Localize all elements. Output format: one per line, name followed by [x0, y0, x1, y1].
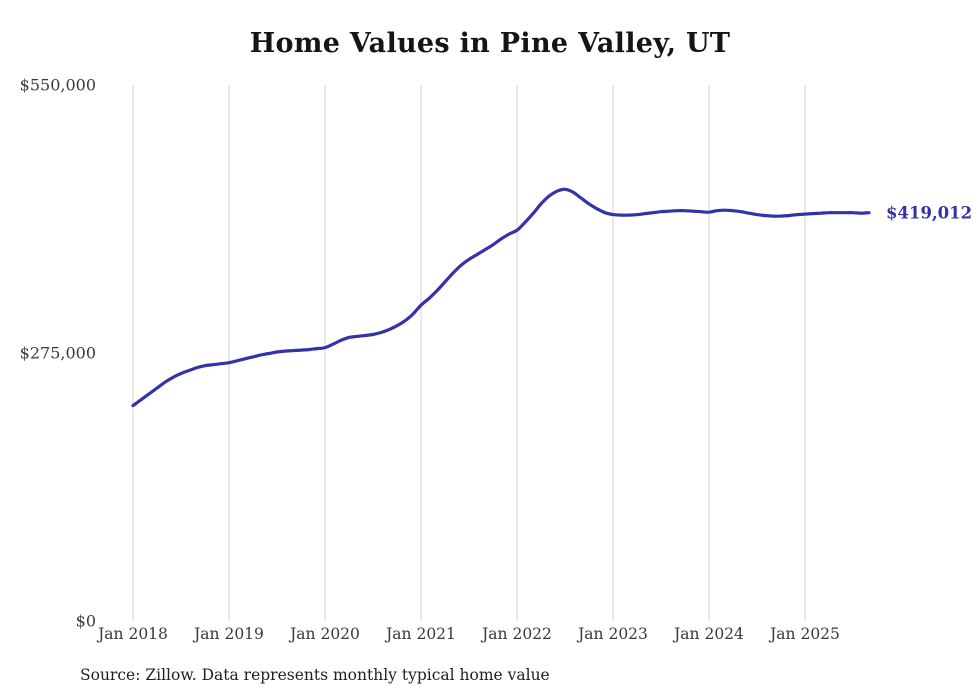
x-axis-tick-label: Jan 2019 [194, 625, 264, 643]
x-axis-tick-label: Jan 2018 [98, 625, 168, 643]
x-axis-tick-label: Jan 2020 [290, 625, 360, 643]
x-axis-tick-label: Jan 2023 [578, 625, 648, 643]
home-value-series-line [131, 187, 871, 408]
source-note: Source: Zillow. Data represents monthly … [80, 666, 550, 684]
chart-title: Home Values in Pine Valley, UT [249, 28, 731, 59]
x-axis-tick-label: Jan 2021 [386, 625, 456, 643]
y-axis-tick-label: $0 [75, 611, 96, 631]
x-axis-tick-label: Jan 2025 [770, 625, 840, 643]
current-value-label: $419,012 [886, 203, 973, 223]
x-axis-tick-label: Jan 2024 [674, 625, 744, 643]
x-axis-tick-label: Jan 2022 [482, 625, 552, 643]
gridline-group [132, 85, 806, 621]
y-axis-tick-label: $550,000 [19, 75, 96, 95]
y-axis-tick-label: $275,000 [19, 343, 96, 363]
